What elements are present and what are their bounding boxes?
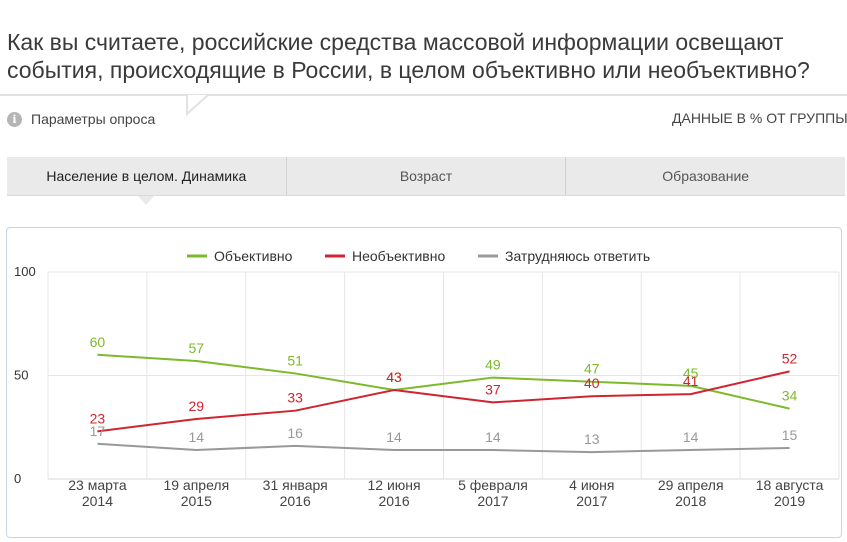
x-tick-label: 29 апреля	[658, 477, 724, 493]
data-label: 14	[683, 429, 699, 445]
data-label: 57	[189, 340, 205, 356]
data-label: 16	[287, 425, 303, 441]
data-label: 33	[287, 390, 303, 406]
title-divider-notch	[184, 94, 214, 116]
legend-label: Затрудняюсь ответить	[505, 248, 650, 264]
x-tick-label-year: 2016	[280, 493, 311, 509]
data-label: 34	[782, 388, 798, 404]
x-tick-label-year: 2017	[477, 493, 508, 509]
x-tick-label: 5 февраля	[458, 477, 528, 493]
data-label: 43	[386, 369, 402, 385]
title-divider	[0, 94, 847, 96]
data-label: 14	[386, 429, 402, 445]
data-label: 23	[90, 410, 106, 426]
params-label: Параметры опроса	[31, 111, 156, 127]
data-label: 14	[485, 429, 501, 445]
x-tick-label: 18 августа	[756, 477, 824, 493]
x-tick-label-year: 2014	[82, 493, 113, 509]
x-tick-label-year: 2018	[675, 493, 706, 509]
y-tick-label: 0	[14, 471, 21, 486]
tab-bar: Население в целом. Динамика Возраст Обра…	[7, 157, 845, 196]
series-line	[97, 370, 790, 433]
params-link[interactable]: i Параметры опроса	[7, 108, 155, 130]
y-tick-label: 50	[14, 368, 28, 383]
x-tick-label-year: 2016	[378, 493, 409, 509]
data-label: 41	[683, 373, 699, 389]
chart-panel: 0 50 100 23 марта 2014 19 апреля 2015 31 января…	[6, 227, 842, 538]
series-line	[97, 442, 790, 454]
data-label: 51	[287, 352, 303, 368]
legend-label: Объективно	[214, 248, 293, 264]
data-label: 47	[584, 361, 600, 377]
data-label: 37	[485, 381, 501, 397]
x-tick-label-year: 2019	[774, 493, 805, 509]
data-label: 49	[485, 357, 501, 373]
tab-age[interactable]: Возраст	[287, 157, 567, 195]
y-tick-label: 100	[14, 264, 36, 279]
x-tick-label: 23 марта	[68, 477, 127, 493]
data-label: 52	[782, 350, 798, 366]
data-label: 17	[90, 423, 106, 439]
units-label: ДАННЫЕ В % ОТ ГРУППЫ	[672, 110, 847, 126]
data-label: 29	[189, 398, 205, 414]
data-label: 60	[90, 334, 106, 350]
data-label: 43	[386, 369, 402, 385]
x-tick-label: 31 января	[263, 477, 328, 493]
data-label: 13	[584, 431, 600, 447]
tab-education[interactable]: Образование	[662, 168, 750, 184]
tab-population-dynamics[interactable]: Население в целом. Динамика	[7, 157, 287, 195]
page-title: Как вы считаете, российские средства мас…	[7, 29, 810, 83]
data-label: 15	[782, 427, 798, 443]
data-label: 45	[683, 365, 699, 381]
x-tick-label: 12 июня	[368, 477, 421, 493]
x-tick-label: 4 июня	[569, 477, 614, 493]
legend-label: Необъективно	[352, 248, 445, 264]
data-label: 40	[584, 375, 600, 391]
data-label: 14	[189, 429, 205, 445]
x-tick-label: 19 апреля	[163, 477, 229, 493]
series-line	[97, 353, 790, 410]
active-tab-pointer	[138, 196, 154, 205]
info-icon: i	[7, 111, 22, 127]
x-tick-label-year: 2017	[576, 493, 607, 509]
x-tick-label-year: 2015	[181, 493, 212, 509]
